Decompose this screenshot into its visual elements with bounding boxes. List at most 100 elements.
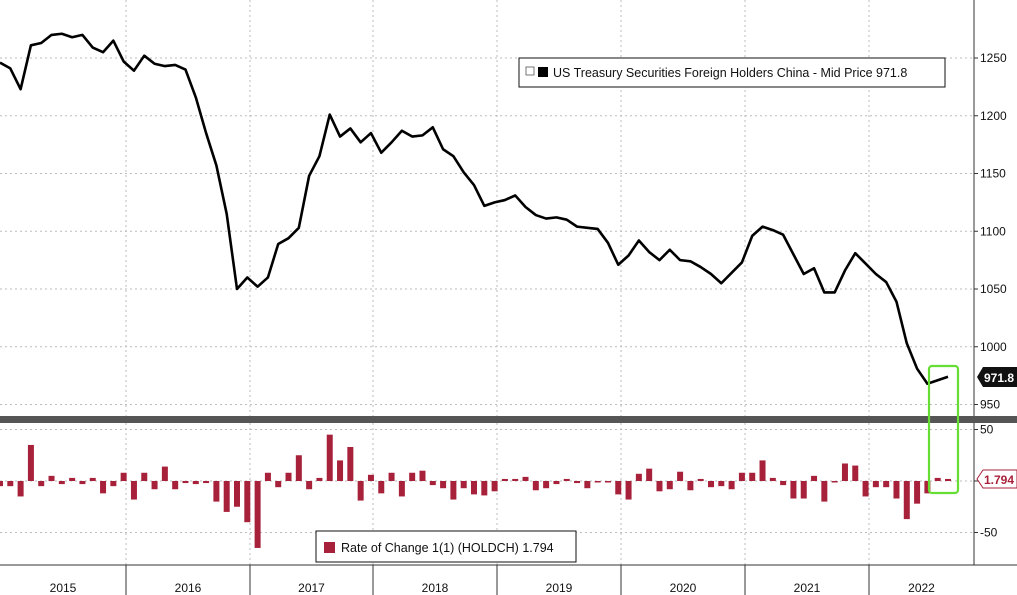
rate-bar (69, 477, 76, 481)
x-tick-label: 2020 (670, 581, 697, 595)
rate-bar (27, 444, 34, 481)
rate-bar (419, 470, 426, 481)
rate-bar (151, 481, 158, 490)
rate-bar (945, 478, 951, 481)
x-tick-label: 2018 (422, 581, 449, 595)
rate-bar (811, 475, 818, 481)
y-tick-label: 950 (980, 398, 1000, 412)
rate-bar (429, 481, 436, 486)
rate-bar (759, 460, 766, 481)
legend-top: US Treasury Securities Foreign Holders C… (518, 57, 946, 88)
y-tick-label: 50 (980, 423, 994, 437)
x-tick-label: 2022 (908, 581, 935, 595)
rate-bar (594, 481, 601, 483)
x-tick-label: 2019 (546, 581, 573, 595)
rate-bar (831, 481, 838, 483)
rate-bar (110, 481, 117, 487)
rate-bar (295, 455, 302, 481)
rate-bar (409, 472, 416, 481)
rate-bar (161, 466, 168, 481)
rate-bar (120, 472, 127, 481)
rate-bar (852, 465, 859, 481)
holdings-line-layer (0, 32, 949, 386)
rate-bar (100, 481, 107, 494)
rate-bar (203, 481, 210, 484)
highlight-box (927, 364, 960, 495)
rate-of-change-bars (0, 434, 951, 548)
rate-bar (337, 460, 344, 481)
rate-bar (718, 481, 725, 487)
rate-bar (481, 481, 488, 496)
rate-bar (316, 477, 323, 481)
rate-bar (697, 478, 704, 481)
y-tick-label: 1200 (980, 109, 1007, 123)
rate-bar (728, 481, 735, 490)
y-tick-label: 1150 (980, 167, 1006, 181)
x-tick-label: 2015 (50, 581, 77, 595)
rate-bar (841, 463, 848, 481)
rate-bar (0, 481, 3, 487)
rate-bar (254, 481, 261, 548)
rate-bar (223, 481, 230, 512)
rate-bar (244, 481, 251, 523)
rate-bar (934, 477, 941, 481)
rate-bar (708, 481, 714, 488)
rate-bar (7, 481, 14, 487)
rate-bar (800, 481, 807, 499)
rate-bar (347, 447, 354, 481)
rate-bar (450, 481, 457, 500)
expand-icon (525, 66, 535, 76)
y-tick-label: 1050 (980, 282, 1007, 296)
x-tick-label: 2021 (794, 581, 821, 595)
bar-last-value-tag (976, 469, 1017, 489)
rate-bar (522, 476, 529, 481)
rate-bar (58, 481, 65, 485)
rate-bar (38, 481, 45, 487)
rate-bar (790, 481, 797, 499)
rate-bar (872, 481, 879, 488)
x-tick-label: 2017 (298, 581, 325, 595)
rate-bar (687, 481, 694, 491)
panel-divider (0, 416, 1017, 423)
rate-bar (141, 472, 148, 481)
x-tick-label: 2016 (175, 581, 202, 595)
y-tick-label: -50 (980, 526, 998, 540)
rate-bar (563, 478, 570, 481)
rate-bar (306, 481, 313, 490)
rate-bar (635, 473, 642, 481)
line-swatch-icon (538, 67, 548, 77)
rate-bar (48, 475, 55, 481)
rate-bar (79, 481, 86, 485)
rate-bar (862, 481, 869, 497)
rate-bar (326, 434, 333, 481)
rate-bar (501, 478, 508, 481)
rate-bar (903, 481, 910, 520)
rate-bar (130, 481, 137, 500)
rate-bar (192, 481, 199, 485)
rate-bar (182, 481, 189, 484)
rate-bar (17, 481, 24, 497)
legend-bottom-label: Rate of Change 1(1) (HOLDCH) 1.794 (341, 541, 554, 555)
rate-bar (491, 481, 498, 492)
rate-bar (89, 477, 96, 481)
rate-bar (615, 481, 622, 495)
rate-bar (553, 481, 560, 485)
rate-bar (604, 481, 611, 483)
legend-bottom: Rate of Change 1(1) (HOLDCH) 1.794 (315, 530, 577, 563)
rate-bar (924, 481, 931, 494)
rate-bar (677, 471, 684, 481)
rate-bar (264, 472, 271, 481)
rate-bar (893, 481, 900, 499)
y-tick-label: 1100 (980, 224, 1006, 238)
line-last-value-tag (977, 367, 1017, 387)
rate-bar (512, 478, 519, 481)
rate-bar (543, 481, 550, 489)
rate-bar (440, 481, 447, 489)
rate-bar (883, 481, 890, 488)
rate-bar (213, 481, 220, 502)
rate-bar (398, 481, 405, 497)
rate-bar (625, 481, 632, 500)
bar-last-value: 1.794 (984, 473, 1014, 487)
rate-bar (821, 481, 828, 502)
